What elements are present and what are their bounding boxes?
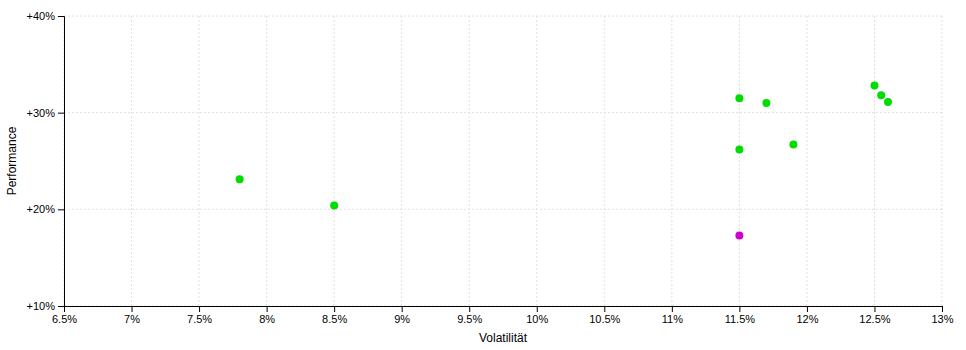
tick-label: 8%	[259, 313, 275, 325]
grid-line-x	[874, 16, 875, 306]
point	[789, 141, 797, 149]
tick-mark	[604, 306, 605, 312]
tick: 8%	[259, 306, 275, 325]
tick: +40%	[27, 10, 64, 22]
tick: 7%	[124, 306, 140, 325]
tick: 12%	[796, 306, 818, 325]
marks	[236, 82, 892, 240]
tick-mark	[469, 306, 470, 312]
tick-label: +20%	[27, 203, 56, 215]
tick: 8.5%	[322, 306, 347, 325]
tick-label: 11%	[662, 313, 683, 325]
series	[735, 231, 743, 239]
tick-mark	[58, 113, 64, 114]
y-axis: +10% +20% +30% +40%	[27, 10, 65, 312]
tick: 7.5%	[187, 306, 212, 325]
x-axis-title: Volatilität	[479, 331, 528, 345]
tick-label: 8.5%	[322, 313, 347, 325]
point	[236, 175, 244, 183]
grid-line-x	[806, 16, 807, 306]
tick: 10%	[526, 306, 548, 325]
chart: 6.5% 7% 7.5% 8% 8.5% 9% 9.5% 10% 10.5% 11% 11.5% 12…	[0, 0, 966, 350]
grid-line-x	[604, 16, 605, 306]
grid-line-x	[334, 16, 335, 306]
point	[762, 99, 770, 107]
grid-line-x	[942, 16, 943, 306]
y-axis-title: Performance	[5, 126, 19, 195]
tick-mark	[942, 306, 943, 312]
tick-label: 10%	[526, 313, 548, 325]
tick-label: 13%	[931, 313, 953, 325]
tick-label: +30%	[27, 107, 56, 119]
point	[330, 201, 338, 209]
grid-line-x	[401, 16, 402, 306]
grid-line-y	[64, 16, 942, 17]
tick: 12.5%	[859, 306, 890, 325]
series	[236, 82, 892, 210]
grid-line-x	[739, 16, 740, 306]
tick-mark	[537, 306, 538, 312]
tick: 11.5%	[725, 306, 756, 325]
tick-mark	[334, 306, 335, 312]
tick-mark	[132, 306, 133, 312]
tick-label: 10.5%	[589, 313, 620, 325]
tick: 9%	[394, 306, 410, 325]
grid-line-x	[469, 16, 470, 306]
tick-label: 9.5%	[457, 313, 482, 325]
tick-mark	[874, 306, 875, 312]
point	[735, 94, 743, 102]
tick-label: +10%	[27, 300, 56, 312]
tick-mark	[267, 306, 268, 312]
tick: 10.5%	[589, 306, 620, 325]
tick-mark	[402, 306, 403, 312]
point	[735, 145, 743, 153]
point	[884, 98, 892, 106]
grid-line-x	[131, 16, 132, 306]
tick-label: 11.5%	[725, 313, 756, 325]
tick: 9.5%	[457, 306, 482, 325]
tick: +30%	[27, 107, 64, 119]
tick: 11%	[662, 306, 683, 325]
tick-mark	[807, 306, 808, 312]
grid-line-y	[64, 112, 942, 113]
tick-mark	[672, 306, 673, 312]
grid-line-x	[266, 16, 267, 306]
tick-label: 7%	[124, 313, 140, 325]
tick: 13%	[931, 306, 953, 325]
tick: 6.5%	[52, 306, 77, 325]
tick-mark	[58, 306, 64, 307]
tick-mark	[58, 16, 64, 17]
tick-mark	[199, 306, 200, 312]
axis-line	[65, 307, 943, 313]
tick-label: 12%	[796, 313, 818, 325]
grid-line-x	[671, 16, 672, 306]
tick-label: 7.5%	[187, 313, 212, 325]
tick: +20%	[27, 203, 64, 215]
tick-label: 12.5%	[859, 313, 890, 325]
point	[735, 231, 743, 239]
grid-line-y	[64, 209, 942, 210]
grid	[64, 16, 942, 306]
plot: 6.5% 7% 7.5% 8% 8.5% 9% 9.5% 10% 10.5% 11% 11.5% 12…	[27, 10, 954, 325]
tick-label: +40%	[27, 10, 56, 22]
axis-line	[58, 17, 65, 307]
grid-line-x	[536, 16, 537, 306]
point	[870, 82, 878, 90]
tick: +10%	[27, 300, 64, 312]
grid-line-x	[199, 16, 200, 306]
tick-mark	[739, 306, 740, 312]
point	[877, 91, 885, 99]
x-axis: 6.5% 7% 7.5% 8% 8.5% 9% 9.5% 10% 10.5% 11% 11.5% 12…	[52, 306, 954, 325]
tick-mark	[58, 209, 64, 210]
tick-label: 9%	[394, 313, 410, 325]
tick-label: 6.5%	[52, 313, 77, 325]
